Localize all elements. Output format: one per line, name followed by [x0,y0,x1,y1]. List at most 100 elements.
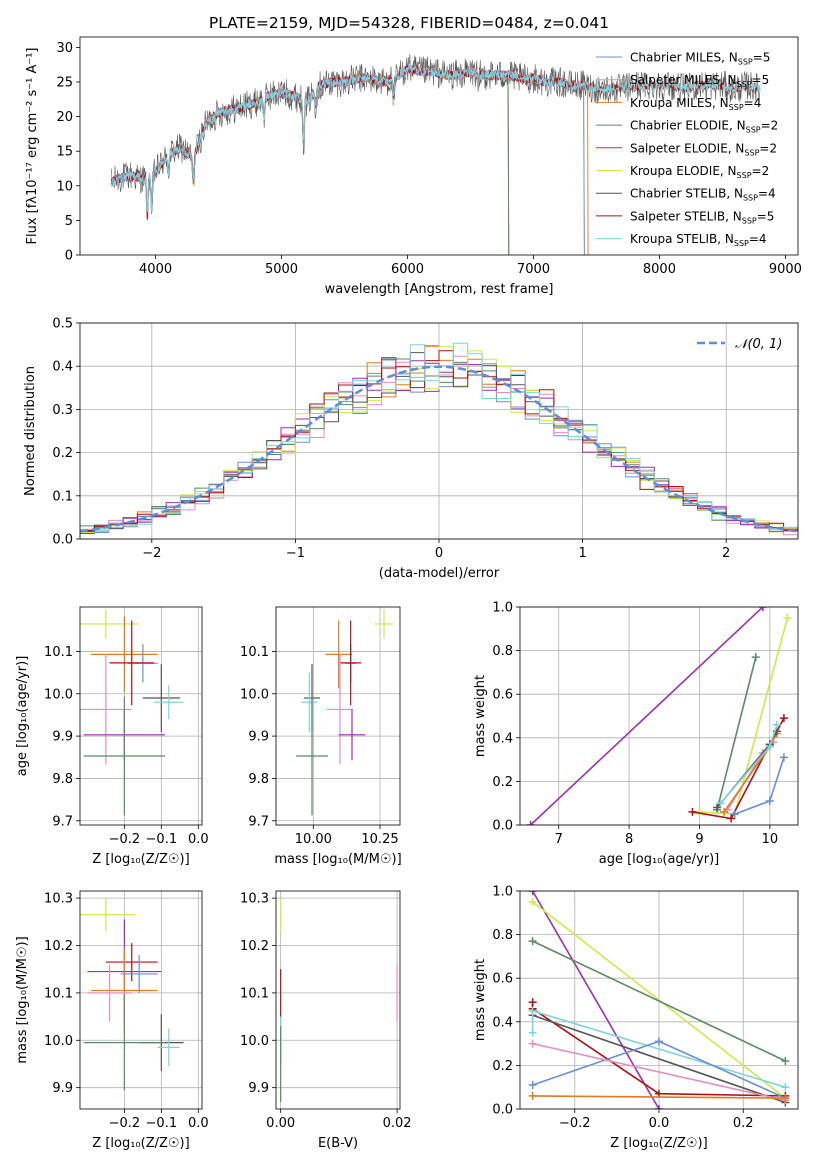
series-marker [688,807,697,816]
series-marker [781,1057,790,1066]
y-tick-label: 10.3 [44,892,73,907]
x-tick-label: 1 [578,546,586,561]
series-marker [713,803,722,812]
y-tick-label: 0.8 [492,644,513,659]
series-marker [765,797,774,806]
errorbar-kroupa-stelib [157,1028,180,1067]
errorbar-chabrier-elodie [83,995,166,1091]
series-marker [528,1081,537,1090]
series-marker [781,1083,790,1092]
series-line [532,1042,786,1102]
x-tick-label: 8000 [643,262,676,277]
legend-entry-sub: SSP [746,126,761,135]
y-tick-label: 0.3 [52,403,73,418]
chart-title: PLATE=2159, MJD=54328, FIBERID=0484, z=0… [209,14,609,32]
series-line [532,1095,786,1099]
panel-mass-weight-vs-z: −0.2 0.0 0.2 0.0 0.2 0.4 0.6 0.8 1.0 Z [log₁₀(Z/Z… [473,885,799,1151]
legend-entry: Salpeter STELIB, NSSP=5 [630,209,774,225]
series-chabrier-miles [730,753,788,819]
series-salpeter-elodie [528,891,663,1109]
x-axis-label: Z [log₁₀(Z/Z☉)] [610,1136,707,1151]
errorbar-chabrier-elodie [83,696,166,816]
series-marker [528,1006,537,1015]
errorbar-chabrier-elodie [296,696,328,816]
y-axis-label: Flux [fλ10⁻¹⁷ erg cm⁻² s⁻¹ A⁻¹] [25,48,40,245]
series-salpeter-elodie [526,607,767,825]
legend-entry-label: Salpeter ELODIE, N [630,141,744,155]
panel-residuals: −2 −1 0 1 2 0.0 0.1 0.2 0.3 0.4 0.5 (data-model)/er… [23,317,799,581]
series-line [530,607,764,825]
legend-entry-sub: SSP [742,216,757,225]
legend-entry: Chabrier STELIB, NSSP=4 [630,187,776,203]
series-marker [528,897,537,906]
y-tick-label: 0.0 [492,819,513,834]
legend-entry: Kroupa MILES, NSSP=4 [630,96,761,112]
plot-area [528,891,790,1109]
x-tick-label: 0.00 [266,1116,295,1131]
y-tick-label: 10.0 [240,1034,269,1049]
legend-entry: Salpeter ELODIE, NSSP=2 [630,141,777,157]
errorbar-salpeter-stelib [105,943,158,982]
legend-entry-suffix: =4 [758,187,776,201]
series-line [532,940,786,1062]
legend-entry-label: Salpeter STELIB, N [630,209,742,223]
y-tick-label: 5 [65,214,73,229]
legend-entry-label: Kroupa STELIB, N [630,232,734,246]
errorbar-kroupa-elodie [374,609,394,639]
legend-entry: Chabrier MILES, NSSP=5 [630,51,770,67]
panel-mass-vs-ebv: 0.00 0.02 9.9 10.0 10.1 10.2 10.3 E(B-V) [240,890,412,1151]
legend-entry: Chabrier ELODIE, NSSP=2 [630,119,778,135]
series-marker [765,742,774,751]
series-marker [528,891,537,895]
normal-reference-curve [80,365,798,533]
plot-area [80,342,798,539]
plot-area [526,607,792,825]
panel-age-vs-z: −0.2 −0.1 0.0 9.7 9.8 9.9 10.0 10.1 Z [log₁₀(Z/Z… [15,606,209,867]
y-tick-label: 0.5 [52,317,73,332]
x-tick-label: 10.25 [361,832,398,847]
panel-spectrum: 4000 5000 6000 7000 8000 9000 0 5 10 15 20 25 30 wave… [25,14,802,297]
x-tick-label: −0.2 [559,1116,591,1131]
errorbar-chabrier-miles [120,954,158,993]
plot-background [80,607,202,825]
axes-frame [79,322,799,540]
x-tick-label: −2 [142,546,161,561]
y-tick-label: 9.7 [52,814,73,829]
x-tick-label: 7 [555,832,563,847]
x-tick-label: 0.2 [733,1116,754,1131]
legend-entry-suffix: =5 [757,209,775,223]
x-tick-label: 4000 [139,262,172,277]
y-tick-label: 0.4 [52,360,73,375]
legend-entry-sub: SSP [738,58,753,67]
plot-area [80,609,184,816]
x-tick-label: −0.1 [146,1116,178,1131]
legend-entry-sub: SSP [734,239,749,248]
legend-entry-sub: SSP [743,194,758,203]
y-tick-label: 0.1 [52,489,73,504]
plot-background [276,891,400,1109]
axes-frame [79,890,203,1110]
y-tick-label: 9.7 [248,814,269,829]
y-axis-label: Normed distribution [23,366,38,496]
legend-entry: Kroupa ELODIE, NSSP=2 [630,164,769,180]
y-tick-label: 9.8 [248,772,269,787]
legend-entry: Salpeter MILES, NSSP=5 [630,73,769,89]
panel-mass-weight-vs-age: 7 8 9 10 0.0 0.2 0.4 0.6 0.8 1.0 age [log₁₀(age/yr… [473,601,799,867]
legend-entry-label: Kroupa MILES, N [630,96,729,110]
series-marker [526,821,535,825]
legend-entry-suffix: =5 [752,73,770,87]
errorbar-salpeter-elodie [338,709,366,761]
series-kroupa-miles [528,1091,790,1103]
y-tick-label: 0.4 [492,1015,513,1030]
x-axis-label: (data-model)/error [379,566,500,581]
legend-entry-label: Salpeter MILES, N [630,73,737,87]
series-salpeter-stelib [528,998,790,1100]
y-tick-label: 10.2 [44,939,73,954]
y-tick-label: 20 [56,110,73,125]
y-tick-label: 10 [56,179,73,194]
y-tick-label: 0.4 [492,731,513,746]
legend-entry-suffix: =2 [761,119,779,133]
series-marker [751,653,760,662]
y-tick-label: 0.2 [52,446,73,461]
y-tick-label: 15 [56,145,73,160]
